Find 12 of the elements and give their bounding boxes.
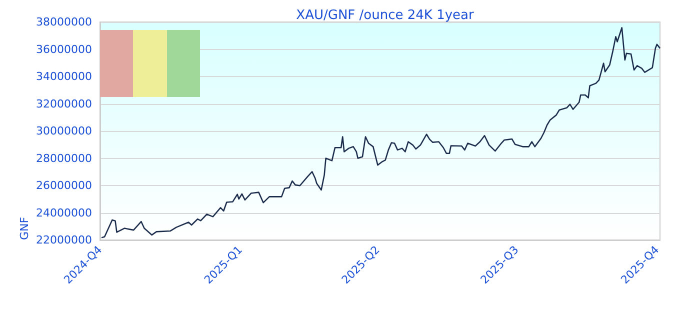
y-tick-label: 36000000 xyxy=(36,42,92,56)
chart-title: XAU/GNF /ounce 24K 1year xyxy=(296,8,474,23)
y-tick-label: 24000000 xyxy=(36,206,92,220)
y-tick-label: 38000000 xyxy=(36,16,92,28)
y-tick-label: 26000000 xyxy=(36,179,92,192)
y-tick-label: 32000000 xyxy=(36,97,92,110)
line-series xyxy=(100,27,661,238)
y-tick-label: 22000000 xyxy=(36,234,92,246)
y-tick-label: 28000000 xyxy=(36,152,92,165)
y-axis-title: GNF xyxy=(18,216,31,240)
y-tick-label: 34000000 xyxy=(36,70,92,83)
y-tick-label: 30000000 xyxy=(36,124,92,138)
